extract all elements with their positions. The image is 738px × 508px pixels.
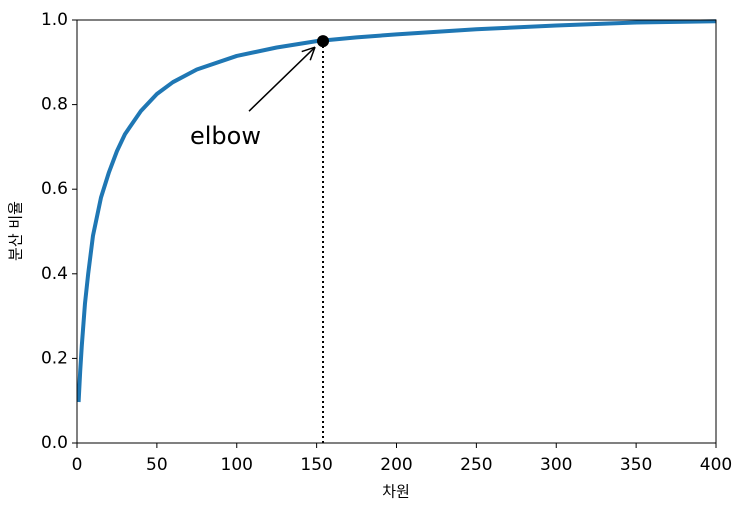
y-tick-label: 0.8 xyxy=(41,95,68,115)
y-axis-label: 분산 비율 xyxy=(7,201,25,261)
x-tick-label: 50 xyxy=(146,455,168,475)
y-tick-label: 0.4 xyxy=(41,264,68,284)
arrow-head xyxy=(301,46,316,53)
x-tick-label: 100 xyxy=(221,455,253,475)
arrow-shaft xyxy=(248,46,316,112)
y-tick-label: 1.0 xyxy=(41,10,68,30)
x-tick-label: 150 xyxy=(300,455,332,475)
elbow-point xyxy=(317,35,330,48)
x-tick-label: 200 xyxy=(380,455,412,475)
y-tick-label: 0.6 xyxy=(41,179,68,199)
line-series xyxy=(76,19,717,403)
arrow-head xyxy=(309,46,316,61)
y-tick-label: 0.0 xyxy=(41,433,68,453)
x-tick-label: 0 xyxy=(72,455,83,475)
y-tick-label: 0.2 xyxy=(41,348,68,368)
annotation-text: elbow xyxy=(190,122,261,150)
x-tick-label: 350 xyxy=(620,455,652,475)
x-axis-label: 차원 xyxy=(382,483,410,501)
x-tick-label: 400 xyxy=(700,455,732,475)
plot-frame xyxy=(76,19,717,444)
x-tick-label: 300 xyxy=(540,455,572,475)
x-tick-label: 250 xyxy=(460,455,492,475)
